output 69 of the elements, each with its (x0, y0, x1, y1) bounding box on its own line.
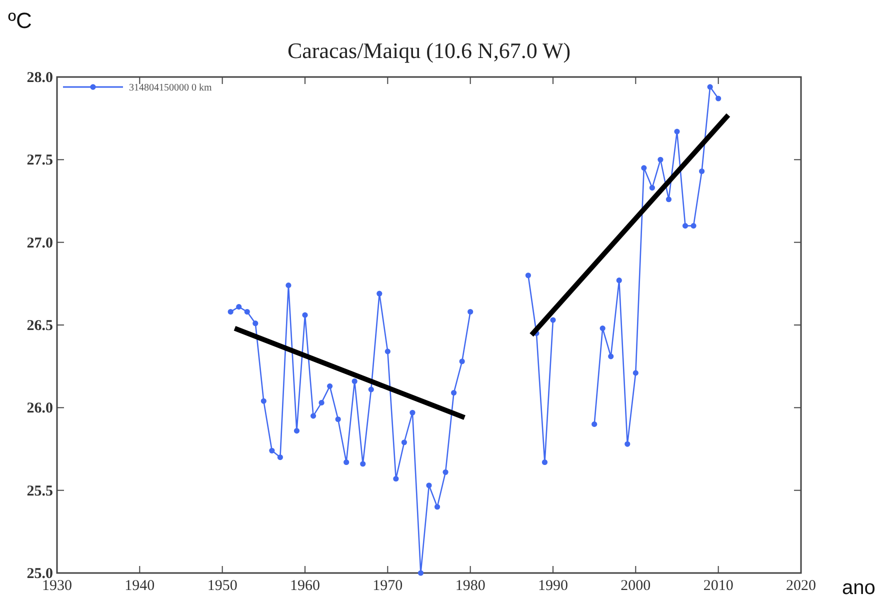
point (294, 428, 300, 434)
point (418, 570, 424, 576)
point (699, 168, 705, 174)
point (384, 348, 390, 354)
point (525, 272, 531, 278)
y-tick-label: 27.0 (26, 235, 53, 252)
point (649, 184, 655, 191)
x-tick-label: 1950 (207, 578, 238, 594)
point (666, 196, 672, 202)
y-axis-title: ºC (8, 8, 32, 33)
y-tick-label: 26.5 (26, 318, 53, 334)
point (335, 416, 341, 422)
x-tick-label: 2010 (703, 578, 734, 594)
point (286, 282, 292, 288)
chart-title: Caracas/Maiqu (10.6 N,67.0 W) (287, 38, 571, 63)
point (600, 326, 606, 332)
point (658, 156, 664, 162)
point (302, 312, 308, 318)
point (360, 461, 366, 467)
x-tick-label: 1990 (538, 578, 568, 594)
point (550, 317, 556, 323)
x-tick-label: 1960 (290, 578, 320, 594)
point (310, 413, 316, 419)
point (401, 440, 407, 446)
x-tick-label: 1930 (42, 578, 72, 594)
point (277, 454, 283, 460)
point (327, 383, 333, 389)
point (426, 482, 432, 488)
point (269, 448, 275, 454)
point (674, 128, 680, 134)
point (376, 290, 382, 296)
point (608, 354, 614, 360)
y-tick-label: 27.5 (26, 152, 53, 169)
y-tick-label: 28.0 (26, 70, 53, 86)
point (318, 400, 324, 406)
point (244, 308, 250, 315)
point (434, 504, 440, 510)
point (468, 308, 474, 315)
y-tick-label: 25.5 (26, 483, 53, 500)
point (228, 308, 234, 315)
point (690, 223, 696, 229)
point (236, 304, 242, 310)
x-tick-label: 1940 (124, 578, 155, 594)
point (451, 390, 457, 396)
point (542, 459, 548, 466)
x-tick-label: 2020 (786, 578, 816, 594)
x-axis-title: ano (842, 577, 876, 599)
point (682, 223, 688, 229)
point (624, 441, 630, 447)
point (352, 378, 358, 384)
point (616, 278, 622, 284)
point (632, 370, 638, 376)
point (592, 421, 598, 427)
point (716, 96, 722, 102)
point (393, 476, 399, 482)
point (344, 459, 350, 466)
point (707, 84, 713, 90)
y-tick-label: 26.0 (26, 400, 53, 417)
x-tick-label: 1980 (455, 578, 486, 594)
text: 314804150000 0 km (129, 82, 212, 94)
point (641, 165, 647, 171)
point (368, 386, 374, 392)
point (442, 469, 448, 475)
point (252, 320, 258, 326)
point (459, 358, 465, 364)
x-tick-label: 1970 (372, 578, 403, 594)
x-tick-label: 2000 (620, 578, 651, 594)
point (260, 398, 266, 404)
point (410, 410, 416, 416)
